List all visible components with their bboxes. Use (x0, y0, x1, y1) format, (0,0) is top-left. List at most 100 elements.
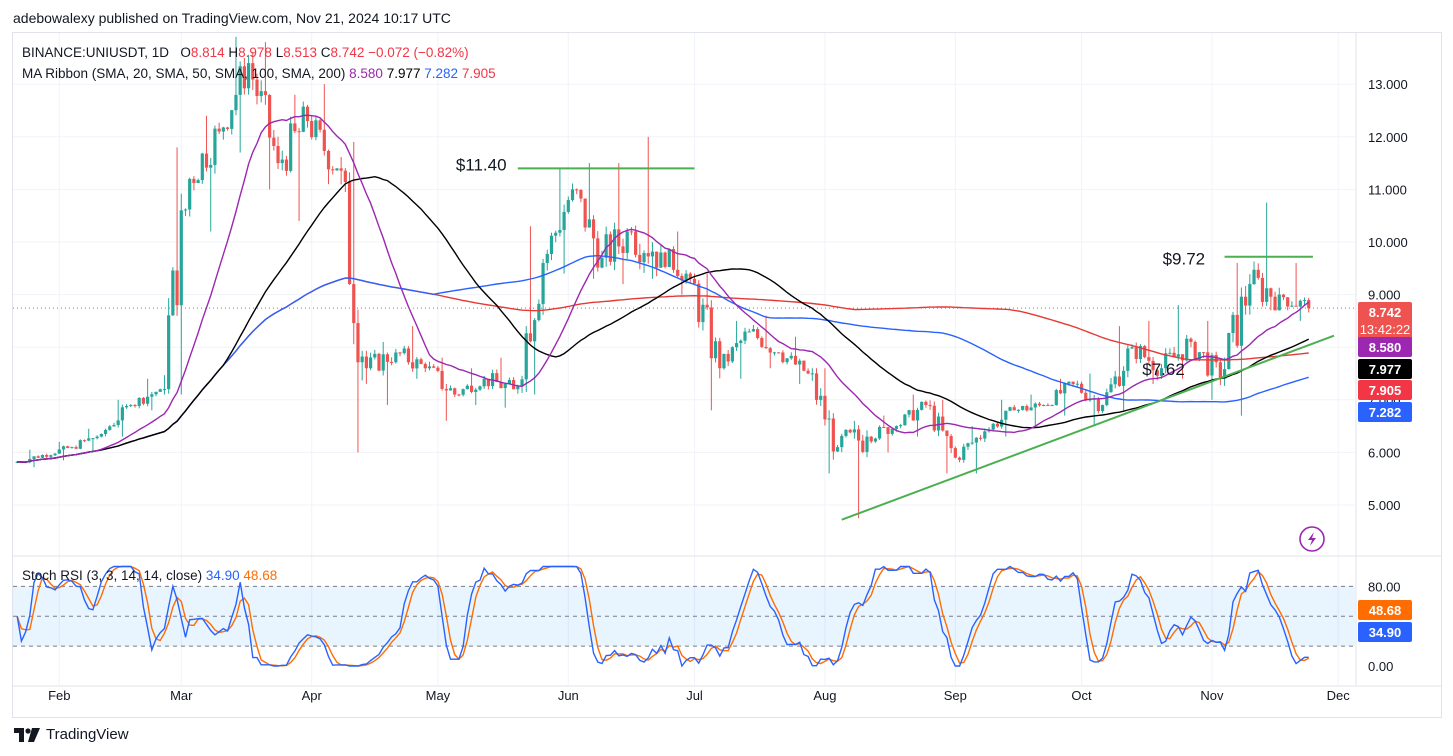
stoch-tick-label: 0.00 (1368, 659, 1393, 674)
stoch-badge (1358, 622, 1412, 642)
candle-body (1155, 370, 1159, 376)
legend-open-label: O (180, 45, 191, 60)
ma50-line (17, 175, 1310, 463)
candle-body (457, 394, 461, 396)
candle-body (423, 363, 427, 369)
candle-body (793, 355, 798, 365)
price-tick-label: 13.000 (1368, 77, 1408, 92)
candle-body (856, 429, 861, 441)
candle-body (1201, 352, 1206, 354)
candle-body (453, 388, 457, 395)
price-tick-label: 6.000 (1368, 445, 1401, 460)
candle-body (591, 219, 596, 239)
candle-body (129, 405, 133, 407)
candle-body (398, 352, 402, 354)
candle-body (1260, 277, 1265, 302)
price-tick-label: 9.000 (1368, 288, 1401, 303)
candle-body (1058, 390, 1063, 394)
candle-body (469, 385, 474, 392)
candle-body (562, 211, 566, 230)
candle-body (427, 366, 432, 369)
candle-body (1063, 383, 1067, 394)
time-tick-label: Oct (1071, 688, 1092, 703)
time-tick-label: Sep (944, 688, 967, 703)
time-tick-label: Jun (558, 688, 579, 703)
legend-open: 8.814 (190, 45, 225, 60)
candle-body (234, 94, 238, 111)
price-tick-label: 11.000 (1368, 182, 1407, 197)
candle-body (920, 401, 924, 410)
candle-body (621, 246, 625, 253)
candle-body (318, 120, 322, 130)
candle-body (1281, 294, 1286, 298)
candle-body (162, 389, 167, 391)
candle-body (188, 178, 192, 210)
candle-body (251, 63, 255, 80)
time-tick-label: Feb (48, 688, 70, 703)
candle-body (772, 352, 777, 354)
candle-body (276, 145, 280, 164)
candle-body (394, 352, 398, 363)
candle-body (1222, 369, 1227, 379)
lightning-glyph (1308, 532, 1316, 546)
candle-body (385, 354, 390, 362)
candle-body (1025, 405, 1029, 411)
price-badges: 8.742 13:42:22 8.580 7.977 7.905 7.282 48.68 34… (1358, 302, 1412, 642)
candle-body (579, 189, 583, 199)
candle-body (61, 446, 66, 450)
candle-body (217, 128, 221, 132)
candle-body (57, 449, 61, 454)
candle-body (566, 200, 570, 212)
stoch-tick-label: 80.00 (1368, 579, 1401, 594)
candle-body (781, 352, 785, 363)
candle-body (45, 455, 49, 457)
candle-body (899, 425, 903, 427)
candle-body (1151, 360, 1155, 371)
candle-body (924, 401, 928, 406)
candle-body (915, 409, 920, 421)
candle-body (158, 389, 162, 392)
candle-body (444, 388, 448, 391)
price-tick-label: 12.000 (1368, 130, 1408, 145)
footer-brand[interactable]: TradingView (14, 726, 129, 743)
candle-body (743, 331, 747, 341)
candle-body (663, 252, 667, 267)
candle-body (95, 436, 99, 439)
candle-body (1046, 405, 1050, 407)
ma100-line (17, 254, 1309, 463)
candle-body (204, 153, 209, 168)
candle-body (785, 358, 789, 363)
candle-body (823, 395, 827, 420)
candle-body (331, 169, 335, 171)
candle-body (436, 367, 440, 371)
trendlines (517, 167, 1335, 521)
candle-body (1302, 300, 1307, 302)
price-badge-value: 8.742 (1369, 305, 1402, 320)
candle-body (991, 423, 995, 430)
candle-body (137, 397, 141, 406)
candle-body (1021, 405, 1025, 410)
candle-body (1269, 288, 1273, 297)
candle-body (171, 270, 175, 316)
candle-body (659, 252, 663, 268)
candle-body (440, 370, 444, 389)
candle-body (1122, 370, 1126, 386)
candle-body (1138, 346, 1143, 359)
candle-body (604, 234, 608, 258)
candle-body (1033, 403, 1037, 408)
candle-body (667, 249, 671, 267)
candle-body (272, 137, 276, 146)
ma200-line (17, 277, 1309, 463)
candle-body (1176, 354, 1180, 357)
candle-body (558, 229, 562, 233)
legend-stoch: Stoch RSI (3, 3, 14, 14, close) 34.90 48… (22, 568, 277, 583)
legend-close: 8.742 (330, 45, 365, 60)
candle-body (1286, 297, 1290, 307)
candle-body (124, 406, 129, 408)
candle-body (141, 397, 146, 404)
candle-body (28, 458, 32, 463)
candle-body (612, 229, 617, 262)
price-annotation: $9.72 (1163, 250, 1206, 269)
price-badge-value: 7.282 (1369, 405, 1402, 420)
